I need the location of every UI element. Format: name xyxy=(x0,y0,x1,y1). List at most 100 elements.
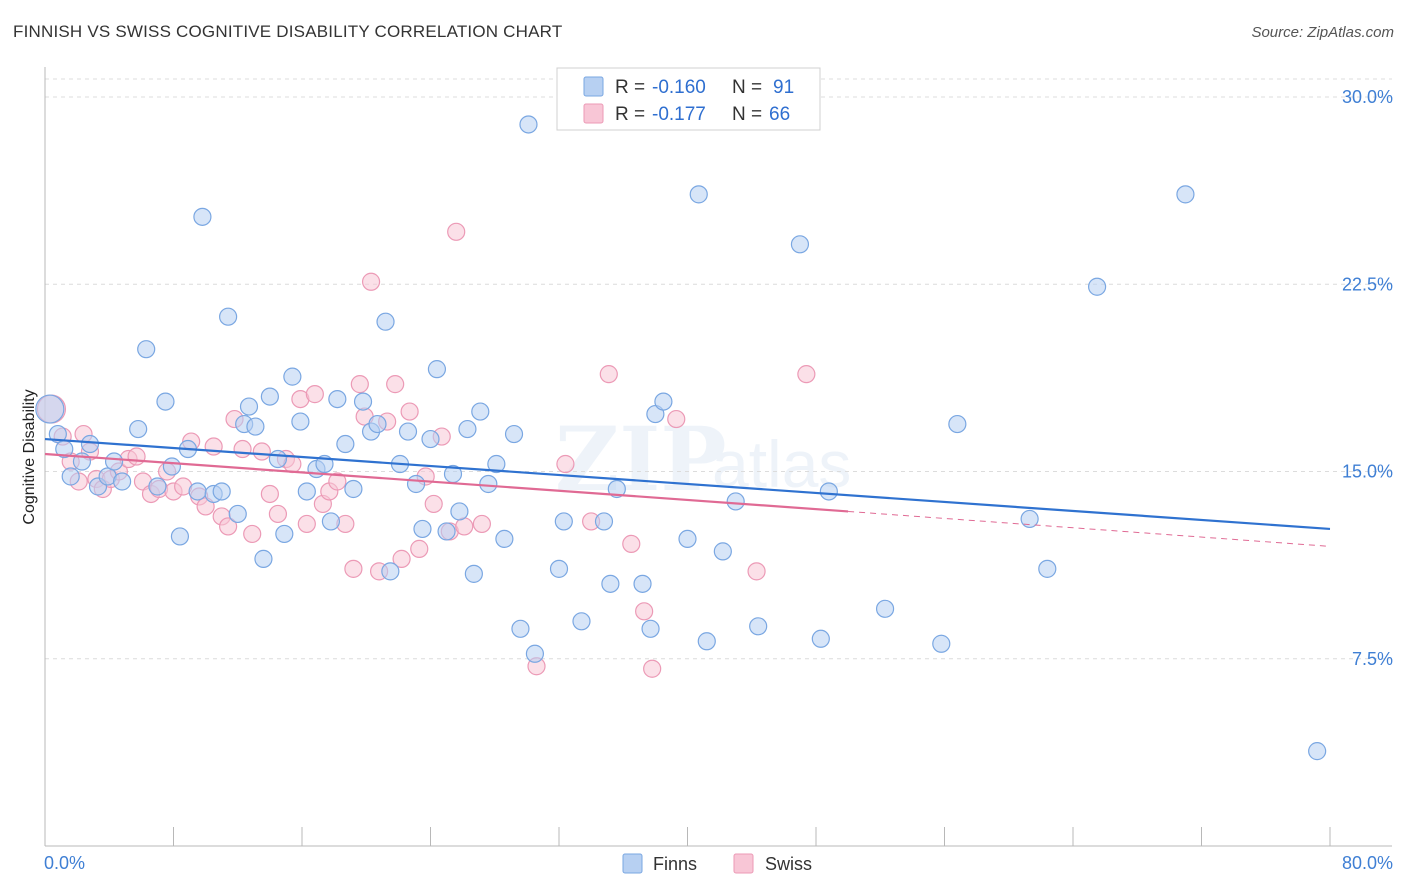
tick-labels: 7.5% 15.0% 22.5% 30.0% 0.0% 80.0% xyxy=(44,87,1393,873)
finns-n-label: N = xyxy=(732,77,762,98)
finns-point xyxy=(336,434,355,454)
swiss-point xyxy=(204,437,223,456)
finns-point xyxy=(212,482,231,501)
finns-point xyxy=(948,414,967,434)
finns-point xyxy=(471,402,490,421)
swiss-point xyxy=(305,385,324,404)
finns-point xyxy=(421,429,440,449)
finns-point xyxy=(297,482,316,501)
finns-point xyxy=(504,424,524,444)
finns-point xyxy=(193,207,212,226)
bottom-swiss-swatch xyxy=(733,853,754,874)
finns-point xyxy=(398,422,418,441)
finns-point xyxy=(1020,509,1039,529)
swiss-point xyxy=(328,472,347,491)
swiss-point xyxy=(447,222,466,241)
finns-point xyxy=(112,472,132,491)
finns-point xyxy=(148,477,167,496)
finns-point xyxy=(726,492,745,511)
finns-point xyxy=(137,340,156,359)
top-legend: R = -0.160 N = 91 R = -0.177 N = 66 xyxy=(556,67,821,131)
finns-point xyxy=(495,529,514,549)
finns-point xyxy=(344,479,363,499)
axes xyxy=(44,67,1392,847)
finns-point xyxy=(450,502,469,521)
finns-point xyxy=(519,115,538,134)
finns-point xyxy=(525,644,545,663)
swiss-point xyxy=(260,484,279,504)
finns-point xyxy=(697,632,716,651)
finns-point xyxy=(511,619,530,638)
finns-point xyxy=(594,512,614,531)
swiss-point xyxy=(400,402,419,421)
bottom-swiss-label: Swiss xyxy=(765,854,812,874)
finns-point xyxy=(268,449,288,469)
watermark-zip: ZIP xyxy=(555,407,727,511)
swiss-trend-line xyxy=(44,452,849,513)
finns-point xyxy=(678,529,697,549)
finns-point xyxy=(1308,742,1327,761)
finns-point xyxy=(283,367,302,386)
finns-points xyxy=(35,95,1327,761)
finns-point xyxy=(819,482,838,501)
finns-point xyxy=(228,504,247,524)
finns-point xyxy=(487,454,506,474)
swiss-point xyxy=(556,454,575,474)
source-label: Source: ZipAtlas.com xyxy=(1251,24,1394,41)
swiss-point xyxy=(361,272,381,291)
x-tick-label: 0.0% xyxy=(44,853,85,873)
finns-n-value: 91 xyxy=(773,77,794,98)
swiss-point xyxy=(219,517,238,536)
y-axis-label: Cognitive Disability xyxy=(21,389,38,524)
swiss-point xyxy=(350,375,369,394)
swiss-point xyxy=(127,447,146,466)
swiss-r-value: -0.177 xyxy=(652,104,706,125)
y-tick-label: 15.0% xyxy=(1342,462,1393,482)
finns-point xyxy=(689,185,708,204)
swiss-point xyxy=(410,539,429,558)
y-tick-label: 7.5% xyxy=(1352,649,1393,669)
swiss-point xyxy=(243,524,262,544)
finns-point xyxy=(749,617,768,636)
finns-point xyxy=(291,412,310,431)
swiss-point xyxy=(622,534,641,554)
finns-point xyxy=(811,629,830,648)
finns-point xyxy=(601,574,620,593)
finns-point xyxy=(368,414,387,434)
finns-point xyxy=(437,522,456,541)
chart-title: FINNISH VS SWISS COGNITIVE DISABILITY CO… xyxy=(13,22,563,41)
finns-point xyxy=(381,562,400,581)
finns-point xyxy=(479,474,498,494)
finns-point xyxy=(464,564,483,583)
finns-point xyxy=(376,312,395,331)
finns-point xyxy=(427,360,447,379)
swiss-swatch xyxy=(583,103,604,124)
swiss-point xyxy=(472,514,491,534)
swiss-n-value: 66 xyxy=(769,104,790,125)
finns-point xyxy=(607,479,626,499)
y-tick-label: 30.0% xyxy=(1342,87,1393,107)
finns-point xyxy=(170,527,190,546)
finns-point xyxy=(61,467,80,486)
swiss-point xyxy=(643,659,662,678)
finns-swatch xyxy=(583,76,604,97)
finns-point xyxy=(875,599,895,618)
watermark: ZIP atlas xyxy=(555,407,851,511)
swiss-point xyxy=(344,559,363,578)
gridlines xyxy=(45,78,1392,660)
x-tick-label: 80.0% xyxy=(1342,853,1393,873)
finns-point xyxy=(932,634,951,653)
swiss-point xyxy=(297,514,316,534)
finns-point xyxy=(549,559,569,578)
finns-point xyxy=(572,612,591,631)
swiss-point xyxy=(386,375,405,394)
finns-r-value: -0.160 xyxy=(652,77,706,98)
swiss-point xyxy=(667,409,686,429)
finns-point xyxy=(275,524,294,544)
finns-point xyxy=(80,434,100,454)
swiss-point xyxy=(747,562,766,581)
swiss-point xyxy=(252,442,271,461)
swiss-point xyxy=(797,365,816,384)
finns-point xyxy=(1176,185,1195,204)
